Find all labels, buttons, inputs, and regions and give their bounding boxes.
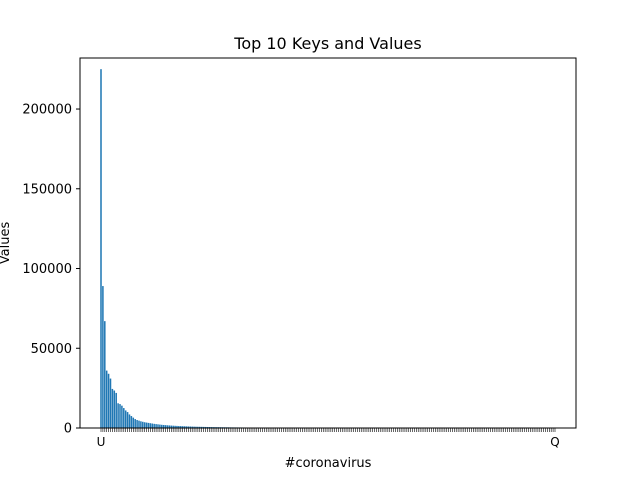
bar	[151, 423, 154, 428]
bar	[189, 426, 192, 428]
x-tick-label: U	[97, 435, 106, 449]
bar	[149, 423, 152, 428]
bar	[124, 410, 127, 428]
bar	[180, 426, 182, 428]
bar	[181, 426, 184, 428]
bar	[197, 426, 199, 428]
bar	[130, 416, 133, 428]
bar	[102, 286, 104, 428]
plot-area	[80, 58, 576, 428]
bar	[134, 419, 136, 428]
bar	[155, 424, 157, 428]
bar	[166, 425, 169, 428]
bar	[164, 425, 167, 428]
bar	[147, 422, 150, 428]
y-tick-label: 200000	[22, 103, 72, 118]
bar	[145, 422, 148, 428]
bar	[204, 426, 207, 428]
bar	[138, 420, 140, 428]
bar	[170, 425, 173, 428]
bar	[206, 426, 209, 428]
bar	[140, 421, 142, 428]
bar	[121, 405, 123, 428]
y-axis-label: Values	[0, 222, 13, 265]
bar	[136, 420, 138, 428]
bar	[128, 414, 131, 428]
chart-title: Top 10 Keys and Values	[233, 34, 421, 53]
bar	[162, 424, 165, 428]
bar	[185, 426, 188, 428]
y-tick-label: 0	[64, 422, 72, 437]
bar	[126, 412, 129, 428]
bar	[161, 424, 163, 428]
bar	[107, 373, 110, 428]
bar	[142, 421, 144, 428]
bar	[195, 426, 197, 428]
bar	[100, 69, 102, 428]
bar	[153, 423, 155, 428]
bar	[157, 424, 159, 428]
y-ticks-group: 0 50000 100000 150000 200000	[22, 103, 80, 437]
bar	[143, 422, 146, 428]
x-axis-label: #coronavirus	[285, 456, 372, 471]
bar	[123, 408, 125, 428]
x-tick-label: Q	[550, 435, 559, 449]
bar	[178, 426, 180, 428]
bar	[105, 370, 108, 428]
bar	[174, 425, 176, 428]
y-tick-label: 100000	[22, 262, 72, 277]
y-tick-label: 150000	[22, 182, 72, 197]
bar	[113, 390, 116, 428]
bar	[159, 424, 161, 428]
bar	[172, 425, 174, 429]
bar	[176, 425, 178, 428]
bar	[202, 426, 205, 428]
bar	[168, 425, 171, 428]
plot-frame	[79, 57, 577, 429]
bar	[115, 392, 117, 428]
bar	[200, 426, 203, 428]
bar	[119, 404, 121, 428]
bar	[104, 321, 106, 428]
bar	[111, 388, 114, 428]
bar	[193, 426, 195, 428]
bar	[187, 426, 190, 428]
bar	[132, 417, 135, 428]
y-tick-label: 50000	[31, 342, 72, 357]
bar	[117, 403, 119, 428]
bar	[191, 426, 193, 428]
bar	[199, 426, 201, 428]
bar	[109, 378, 112, 428]
bar	[183, 426, 186, 428]
